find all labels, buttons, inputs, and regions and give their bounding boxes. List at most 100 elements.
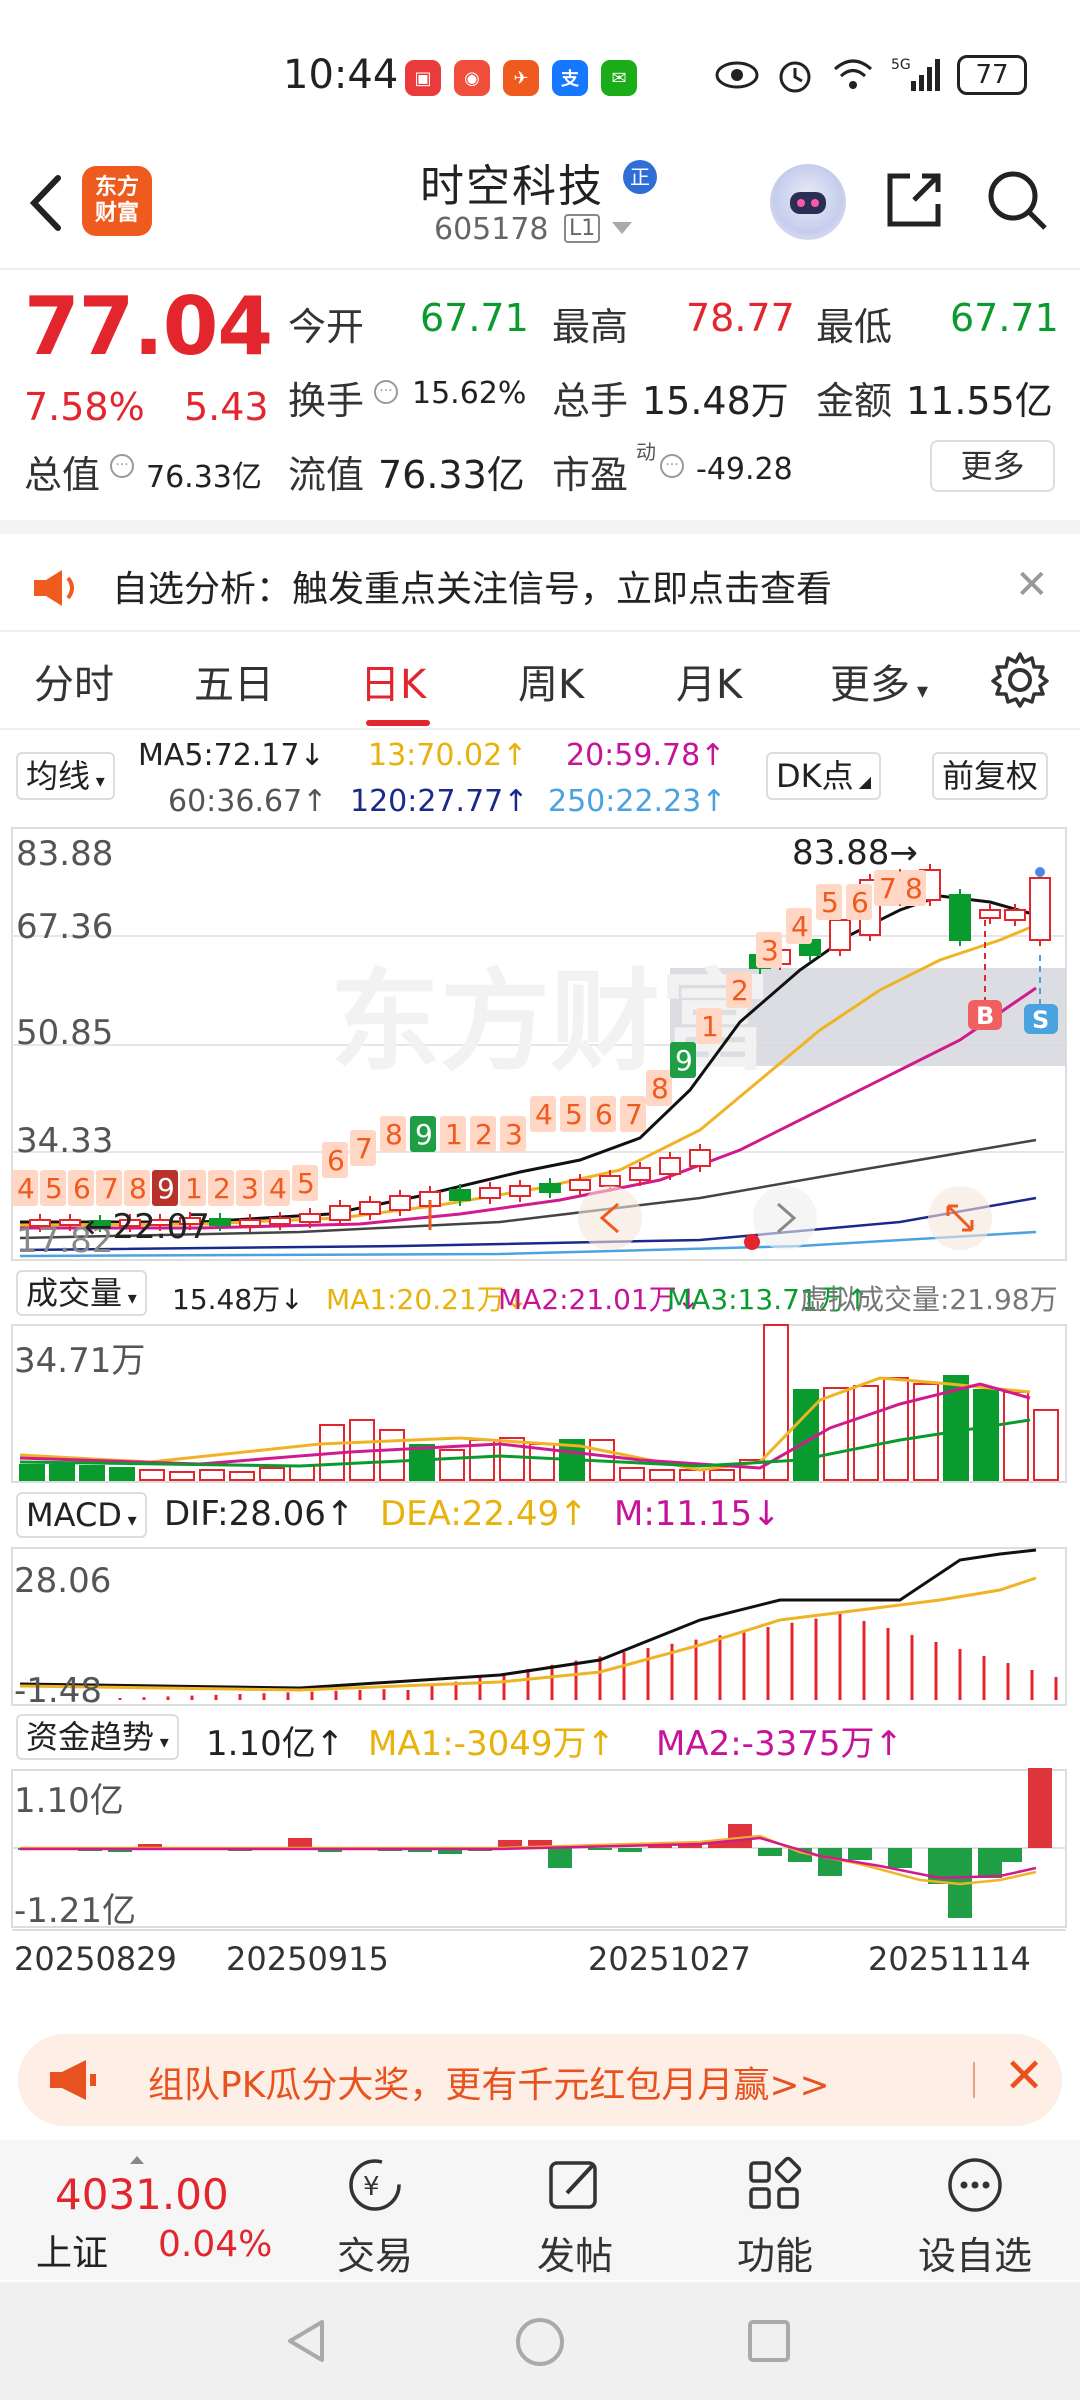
td-digit-box xyxy=(12,1170,38,1206)
gear-icon[interactable] xyxy=(990,650,1050,710)
tab-weekly-k[interactable]: 周K xyxy=(518,662,585,708)
fund-bar xyxy=(758,1848,782,1856)
pe-info-icon[interactable]: ··· xyxy=(660,454,684,478)
td-digit-box xyxy=(470,1116,496,1152)
status-right: 5G 77 xyxy=(715,55,1027,95)
svg-text:S: S xyxy=(1032,1006,1049,1034)
macd-y-min: -1.48 xyxy=(14,1671,102,1711)
level-badge[interactable]: L1 xyxy=(564,214,601,243)
index-name: 上证 xyxy=(36,2233,109,2274)
td-digit: 9 xyxy=(157,1172,175,1205)
candle-body xyxy=(359,1201,381,1215)
td-digit-box xyxy=(900,870,926,906)
tab-minute[interactable]: 分时 xyxy=(34,662,114,708)
kline-y-2: 67.36 xyxy=(16,907,113,947)
buy-signal-marker[interactable] xyxy=(968,1000,1002,1030)
nav-trade[interactable]: ¥ 交易 xyxy=(305,2155,445,2280)
float-value: 76.33亿 xyxy=(378,453,525,497)
min-price-marker: ←22.07 xyxy=(84,1207,210,1247)
turnover-info-icon[interactable]: ··· xyxy=(374,380,398,404)
candle-body xyxy=(979,909,1001,919)
megaphone-icon xyxy=(50,2060,96,2100)
td-digit: 3 xyxy=(761,934,779,967)
promo-close-icon[interactable]: ✕ xyxy=(1004,2048,1045,2104)
nav-functions[interactable]: 功能 xyxy=(705,2155,845,2280)
index-change: 0.04% xyxy=(158,2224,273,2265)
volume-y-max: 34.71万 xyxy=(14,1341,145,1381)
tab-monthly-k[interactable]: 月K xyxy=(676,662,743,708)
candle-body xyxy=(509,1185,531,1197)
share-icon[interactable] xyxy=(882,168,946,232)
functions-icon xyxy=(749,2156,802,2209)
change-percent: 7.58% xyxy=(24,385,145,429)
volume-bar xyxy=(169,1471,195,1481)
adjust-select[interactable]: 前复权 xyxy=(932,752,1049,800)
volume-label: 总手 xyxy=(552,379,629,423)
td-digit: 8 xyxy=(651,1072,669,1105)
volume-value: 15.48万↓ xyxy=(172,1283,304,1316)
ma250-line xyxy=(19,1230,1037,1258)
fund-bar xyxy=(498,1840,522,1848)
open-value: 67.71 xyxy=(420,296,529,340)
volume-bar xyxy=(49,1464,75,1481)
td-digit-box xyxy=(620,1096,646,1132)
nav-post[interactable]: 发帖 xyxy=(505,2155,645,2280)
nav-add-watchlist[interactable]: 设自选 xyxy=(905,2155,1045,2280)
td-digit-box xyxy=(590,1096,616,1132)
scroll-left-button[interactable] xyxy=(578,1186,642,1250)
tab-five-day[interactable]: 五日 xyxy=(194,662,274,708)
kline-y-3: 50.85 xyxy=(16,1013,113,1053)
volume-bar xyxy=(379,1429,405,1481)
system-back-icon[interactable] xyxy=(282,2316,332,2366)
news-app-icon: ✈ xyxy=(503,60,539,96)
back-arrow-icon[interactable] xyxy=(22,168,72,238)
ma-select[interactable]: 均线 ▾ xyxy=(16,752,115,800)
max-price-marker: 83.88→ xyxy=(792,833,918,873)
volume-bar xyxy=(409,1444,435,1481)
mktcap-info-icon[interactable]: ··· xyxy=(110,454,134,478)
system-navigation-bar xyxy=(0,2282,1080,2400)
fund-bar xyxy=(998,1848,1022,1862)
tab-daily-k[interactable]: 日K xyxy=(360,662,427,708)
fund-bar xyxy=(548,1848,572,1868)
promo-banner[interactable]: 组队PK瓜分大奖，更有千元红包月月赢>> ✕ xyxy=(18,2034,1062,2126)
ai-assistant-icon[interactable] xyxy=(770,164,846,240)
wifi-icon xyxy=(834,59,872,89)
sell-signal-marker[interactable] xyxy=(1024,1004,1058,1034)
search-icon[interactable] xyxy=(985,168,1049,232)
promo-text: 组队PK瓜分大奖，更有千元红包月月赢>> xyxy=(148,2065,830,2106)
macd-m: M:11.15↓ xyxy=(614,1494,781,1534)
system-home-icon[interactable] xyxy=(514,2316,566,2368)
td-digit-box xyxy=(40,1170,66,1206)
td-digit-box xyxy=(874,870,900,906)
volume-ma2: MA2:21.01万↓ xyxy=(498,1283,701,1316)
macd-select[interactable]: MACD ▾ xyxy=(16,1492,147,1538)
level-dropdown-icon[interactable] xyxy=(612,222,632,234)
scroll-right-button[interactable] xyxy=(753,1186,817,1250)
tab-more[interactable]: 更多 ▾ xyxy=(830,662,929,708)
dk-point-select[interactable]: DK点 ◢ xyxy=(766,752,882,800)
dea-line xyxy=(19,1576,1037,1692)
td-digit-box xyxy=(350,1130,376,1166)
svg-text:B: B xyxy=(976,1002,994,1030)
dif-line xyxy=(19,1548,1037,1690)
candle-body xyxy=(329,1205,351,1221)
notice-bar[interactable]: 自选分析：触发重点关注信号，立即点击查看 ✕ xyxy=(0,520,1080,620)
amount-value: 11.55亿 xyxy=(906,379,1053,423)
volume-ma3: MA3:13.71万↑ xyxy=(667,1283,870,1316)
amount-label: 金额 xyxy=(816,379,893,423)
volume-bar xyxy=(1033,1409,1059,1481)
date-label-3: 20251027 xyxy=(588,1940,751,1978)
fund-select[interactable]: 资金趋势 ▾ xyxy=(16,1714,179,1760)
candle-body xyxy=(239,1219,261,1227)
more-quote-button[interactable]: 更多 xyxy=(930,440,1055,492)
candle-body xyxy=(949,894,971,941)
notice-close-icon[interactable]: ✕ xyxy=(1015,562,1049,608)
volume-select[interactable]: 成交量 ▾ xyxy=(16,1270,147,1316)
candle-body xyxy=(1029,877,1051,941)
system-recents-icon[interactable] xyxy=(744,2316,794,2366)
event-dot[interactable] xyxy=(744,1234,760,1250)
td-digit: 6 xyxy=(851,886,869,919)
